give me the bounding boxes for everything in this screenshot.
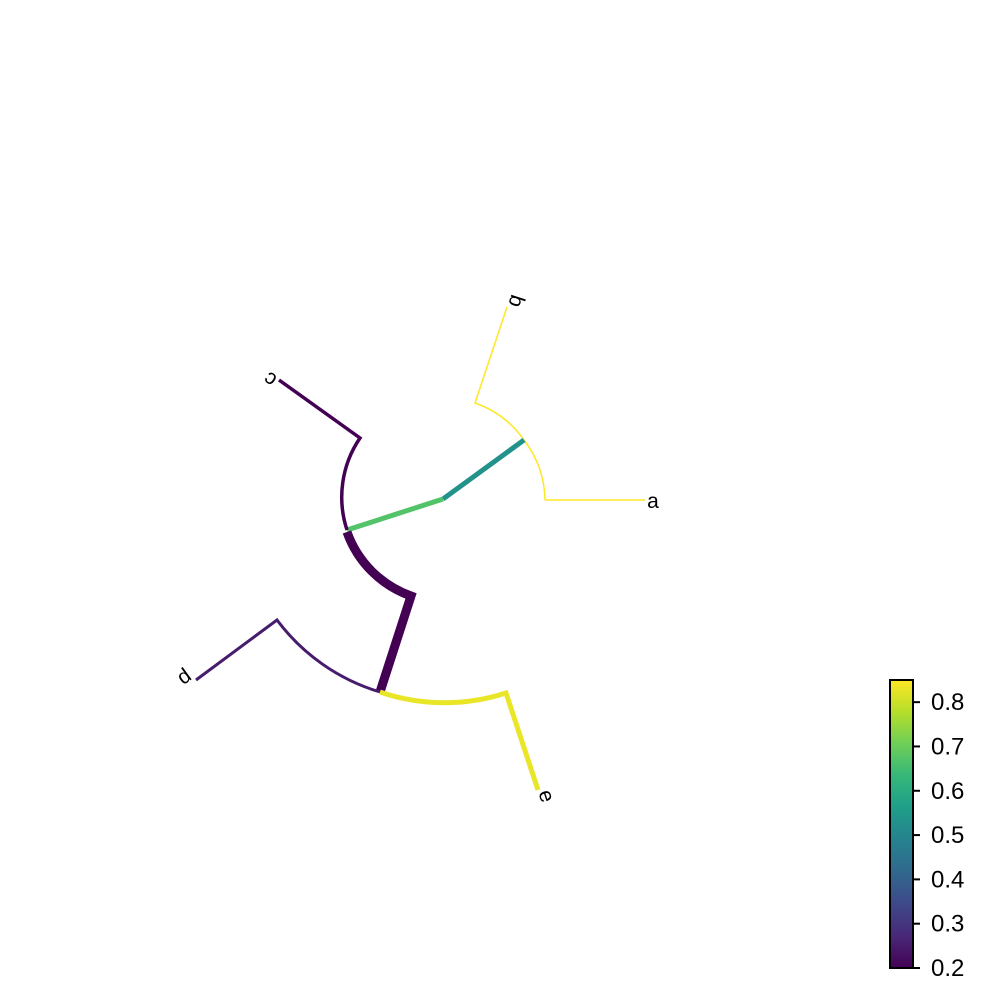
colorbar: 0.2 0.3 0.4 0.5 0.6 0.7 0.8 <box>889 679 964 982</box>
branch-tip-d <box>195 617 381 694</box>
colorbar-tick-label: 0.2 <box>931 955 964 982</box>
colorbar-tick-label: 0.4 <box>931 866 964 893</box>
colorbar-tick-label: 0.7 <box>931 733 964 760</box>
colorbar-tick-label: 0.5 <box>931 822 964 849</box>
tip-label-a: a <box>647 490 659 513</box>
branch-tip-e <box>379 689 541 791</box>
colorbar-ticks: 0.2 0.3 0.4 0.5 0.6 0.7 0.8 <box>913 689 964 982</box>
colorbar-tick-label: 0.6 <box>931 778 964 805</box>
tip-label-c: c <box>259 367 281 392</box>
branch-clade-abc-stem <box>342 530 417 694</box>
colorbar-bar <box>889 679 914 969</box>
colorbar-tick-label: 0.8 <box>931 689 964 716</box>
tip-labels: a b c d e <box>173 292 659 805</box>
tip-label-d: d <box>173 664 196 689</box>
branch-tip-c <box>277 378 363 531</box>
branch-clade-abc <box>346 496 444 533</box>
branch-clade-ab <box>441 437 526 502</box>
branch-tip-a-arc <box>523 439 546 501</box>
tree-branches <box>195 306 645 791</box>
colorbar-tick-label: 0.3 <box>931 911 964 938</box>
branch-tip-b <box>474 306 525 441</box>
